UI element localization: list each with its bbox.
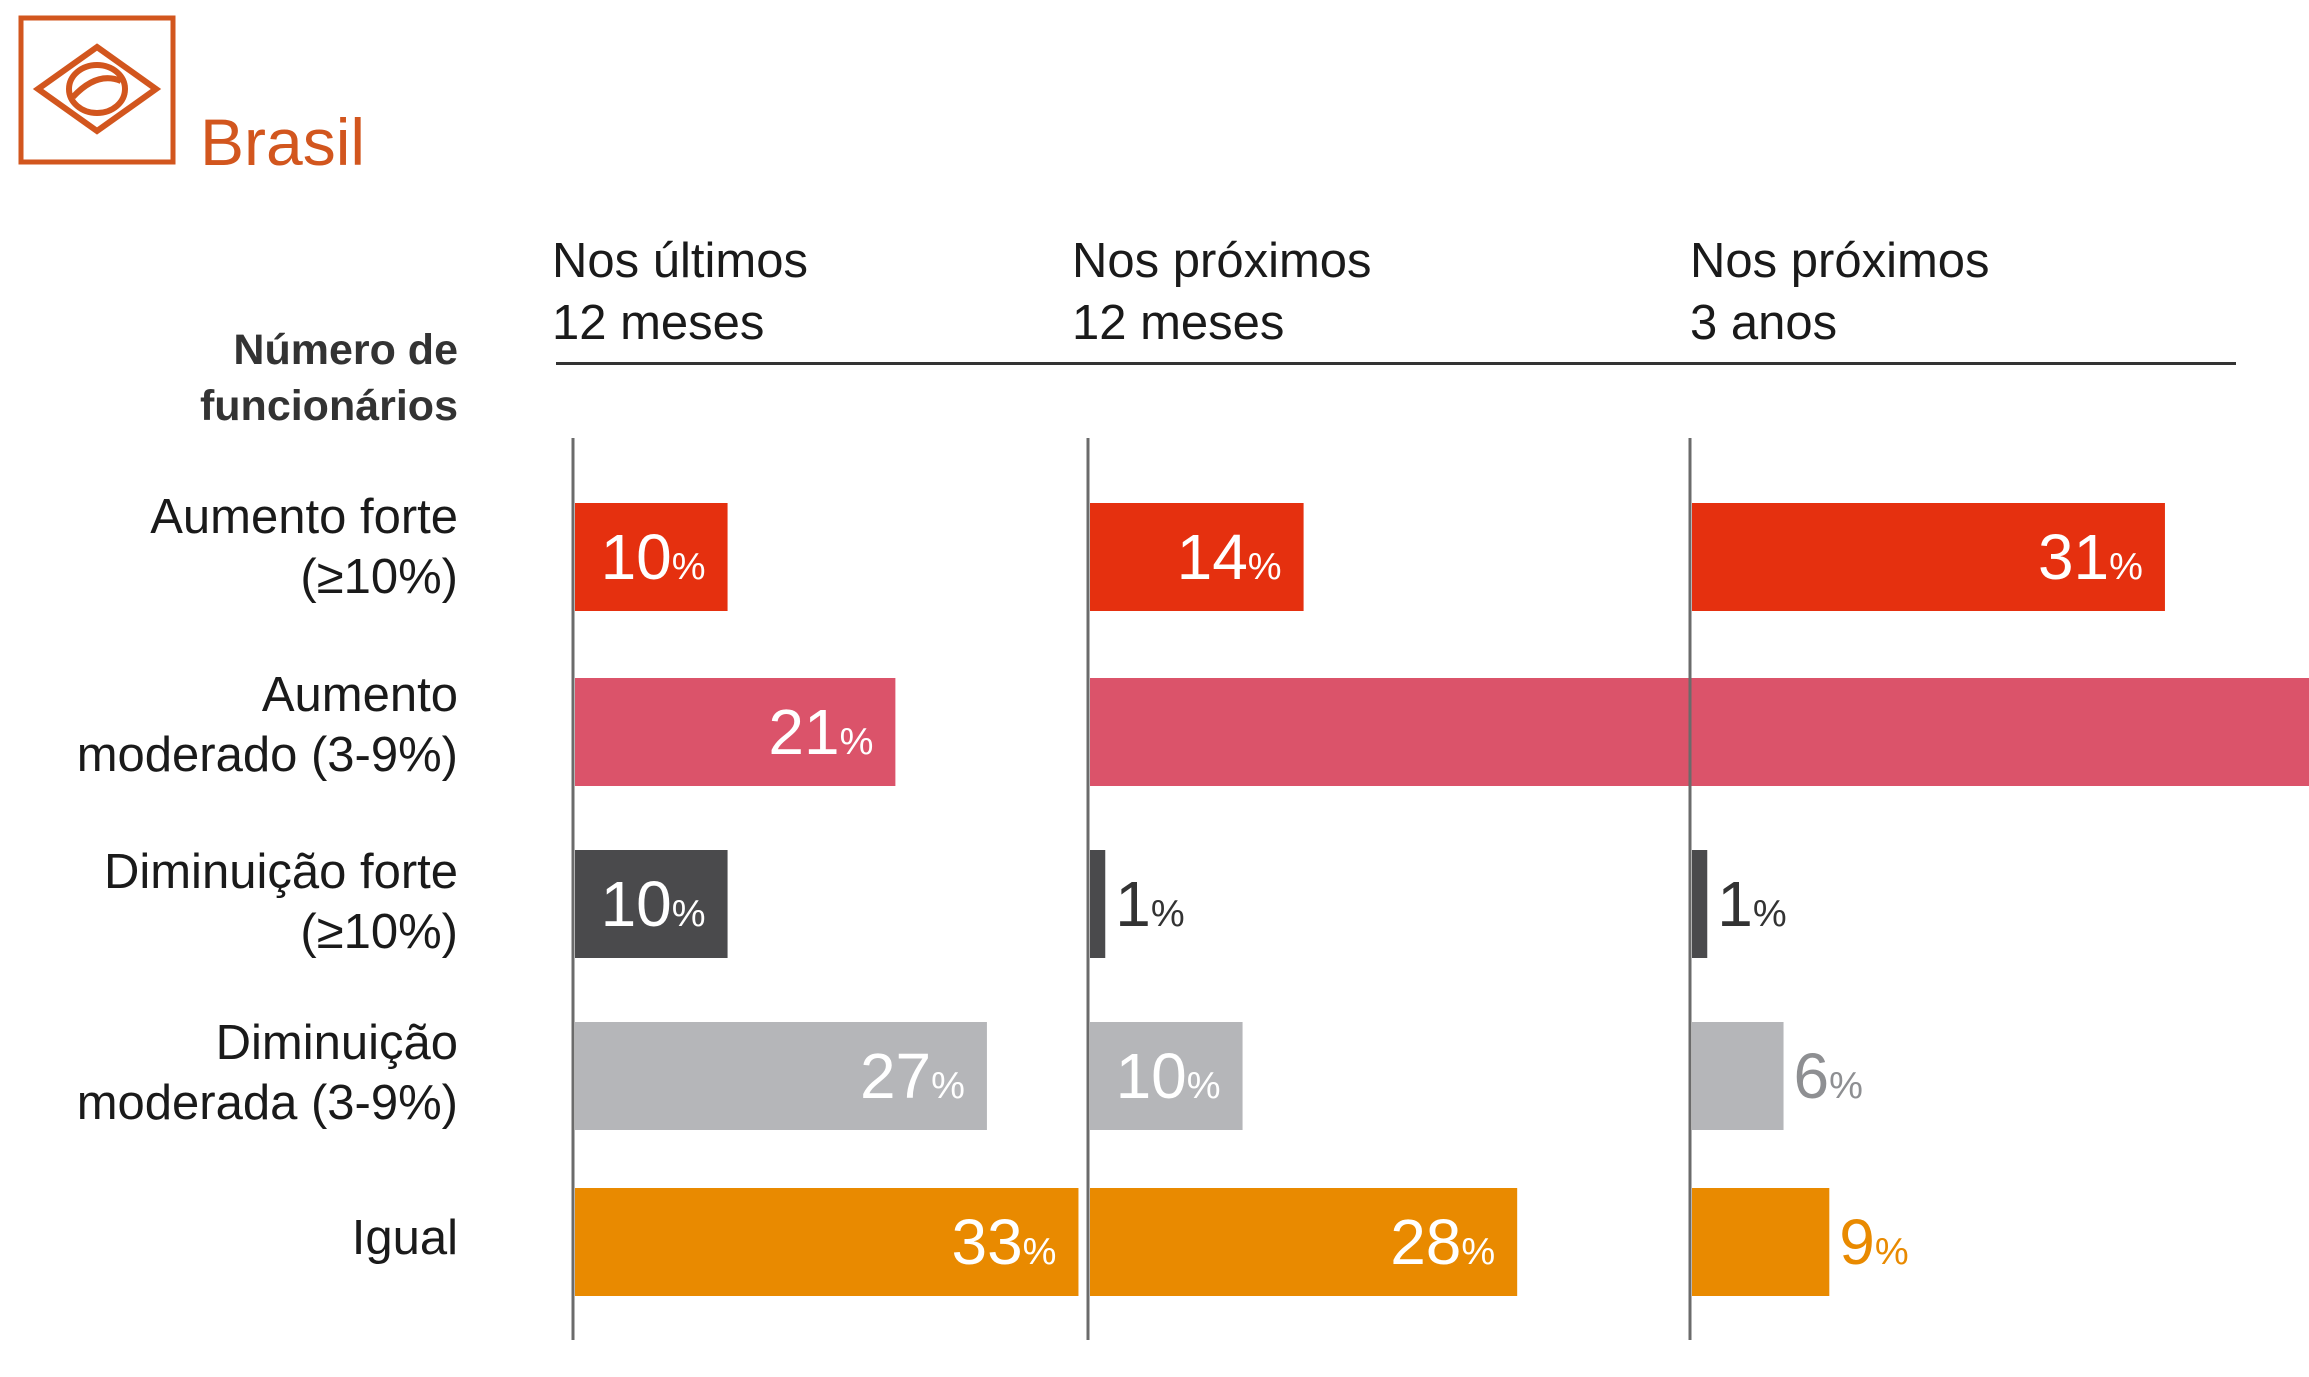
bar: [1090, 503, 1304, 611]
row-label-strong-decrease: Diminuição forte (≥10%): [20, 842, 458, 962]
bar: [575, 850, 728, 958]
data-label: 33%: [951, 1206, 1056, 1278]
row-label-line: Igual: [351, 1211, 458, 1265]
row-label-line: Diminuição: [215, 1016, 458, 1070]
row-label-line: (≥10%): [300, 905, 458, 959]
row-header-line: Número de: [233, 326, 458, 374]
row-label-line: Aumento forte: [150, 490, 458, 544]
column-header-line: 12 meses: [552, 296, 765, 350]
data-label: 1%: [1717, 868, 1786, 940]
column-header-line: 3 anos: [1690, 296, 1838, 350]
row-label-same: Igual: [20, 1208, 458, 1268]
data-label: 10%: [601, 868, 706, 940]
column-header-line: Nos próximos: [1690, 234, 1990, 288]
row-label-moderate-increase: Aumento moderado (3-9%): [20, 665, 458, 785]
data-label: 6%: [1794, 1040, 1863, 1112]
bar: [1090, 1022, 1243, 1130]
data-label: 21%: [768, 696, 873, 768]
data-label: 1%: [1115, 868, 1184, 940]
data-label: 9%: [1839, 1206, 1908, 1278]
bar: [1090, 850, 1106, 958]
column-header-last-12-months: Nos últimos 12 meses: [552, 230, 808, 354]
data-label: 27%: [860, 1040, 965, 1112]
country-title: Brasil: [200, 105, 366, 179]
logo-icon: [18, 15, 176, 165]
bar: [575, 1022, 987, 1130]
column-header-next-12-months: Nos próximos 12 meses: [1072, 230, 1372, 354]
column-header-line: 12 meses: [1072, 296, 1285, 350]
row-label-line: Aumento: [261, 668, 458, 722]
row-label-line: (≥10%): [300, 550, 458, 604]
data-label: 28%: [1390, 1206, 1495, 1278]
row-header-line: funcionários: [199, 382, 458, 430]
data-label: 10%: [601, 521, 706, 593]
column-header-line: Nos próximos: [1072, 234, 1372, 288]
row-label-moderate-decrease: Diminuição moderada (3-9%): [20, 1013, 458, 1133]
row-label-strong-increase: Aumento forte (≥10%): [20, 487, 458, 607]
row-label-line: Diminuição forte: [103, 845, 458, 899]
bar: [1090, 1188, 1518, 1296]
bar: [575, 678, 896, 786]
bar: [1692, 1188, 1830, 1296]
header-divider: [556, 362, 2236, 365]
bar: [1692, 678, 2309, 786]
bar: [575, 1188, 1079, 1296]
column-header-next-3-years: Nos próximos 3 anos: [1690, 230, 1990, 354]
bar: [1692, 1022, 1784, 1130]
data-label: 14%: [1177, 521, 1282, 593]
column-header-line: Nos últimos: [552, 234, 808, 288]
data-label: 31%: [2038, 521, 2143, 593]
data-label: 10%: [1116, 1040, 1221, 1112]
bar: [575, 503, 728, 611]
row-label-line: moderado (3-9%): [76, 728, 458, 782]
row-header: Número de funcionários: [40, 322, 458, 434]
bar: [1692, 503, 2165, 611]
bar: [1692, 850, 1708, 958]
row-label-line: moderada (3-9%): [76, 1076, 458, 1130]
